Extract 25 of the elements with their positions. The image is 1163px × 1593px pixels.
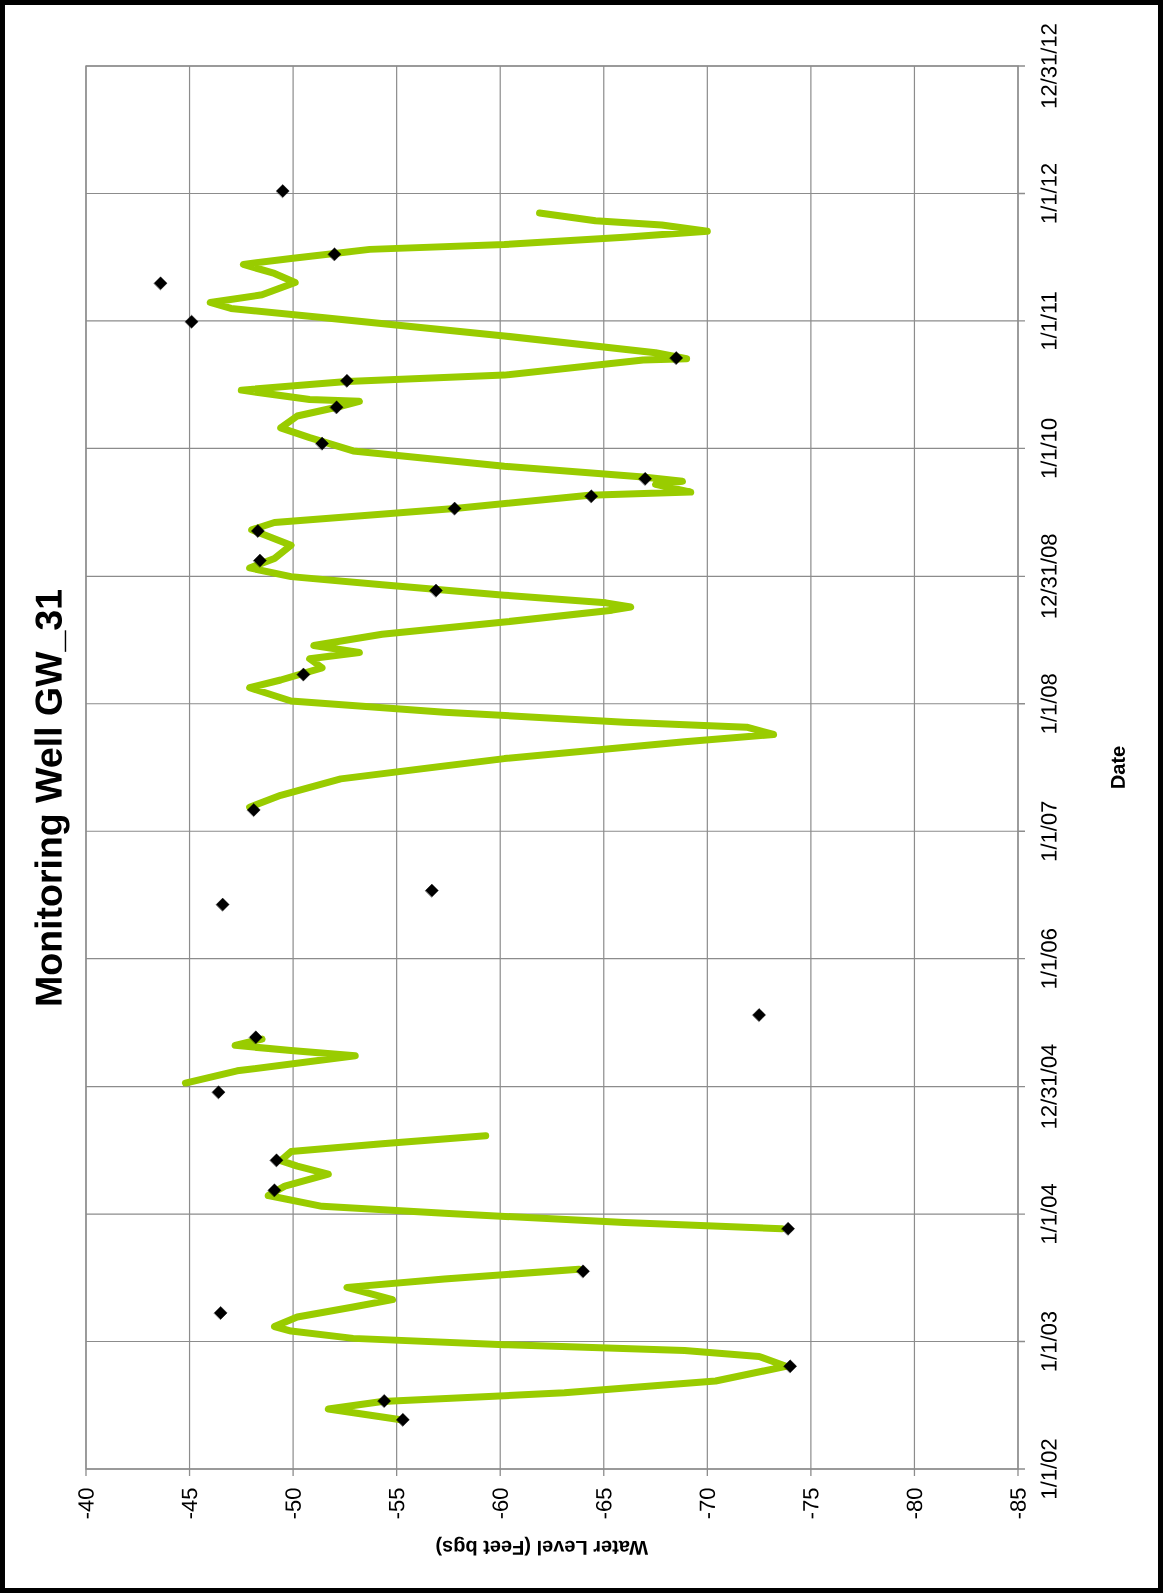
y-tick-label: 1/1/02 <box>1040 1439 1057 1498</box>
x-tick-label: -65 <box>595 1488 612 1519</box>
x-tick-label: -75 <box>803 1488 819 1519</box>
x-tick-label: -85 <box>1010 1488 1026 1519</box>
y-tick-label: 1/1/07 <box>1040 801 1057 861</box>
x-tick-label: -50 <box>285 1488 301 1519</box>
x-tick-label: -60 <box>492 1488 509 1519</box>
x-tick-label: -55 <box>388 1488 405 1519</box>
y-tick-label: 1/1/03 <box>1040 1311 1057 1371</box>
x-tick-label: -70 <box>699 1488 716 1519</box>
y-tick-label: 1/1/12 <box>1040 164 1057 223</box>
x-axis-title: Water Level (Feet bgs) <box>436 1536 649 1556</box>
y-tick-label: 12/31/08 <box>1040 534 1057 618</box>
y-axis-title: Date <box>1111 746 1125 788</box>
x-tick-label: -45 <box>181 1488 198 1519</box>
y-tick-label: 12/31/12 <box>1040 24 1057 108</box>
text: Monitoring Well GW_31 <box>34 589 70 1005</box>
x-tick-label: -40 <box>78 1488 94 1519</box>
y-tick-label: 12/31/04 <box>1040 1044 1057 1128</box>
y-tick-label: 1/1/11 <box>1040 292 1057 350</box>
y-tick-label: 1/1/06 <box>1040 929 1057 988</box>
y-tick-label: 1/1/04 <box>1040 1184 1057 1243</box>
y-tick-label: 1/1/10 <box>1040 418 1057 478</box>
x-tick-label: -80 <box>906 1488 923 1519</box>
y-tick-label: 1/1/08 <box>1040 674 1057 733</box>
